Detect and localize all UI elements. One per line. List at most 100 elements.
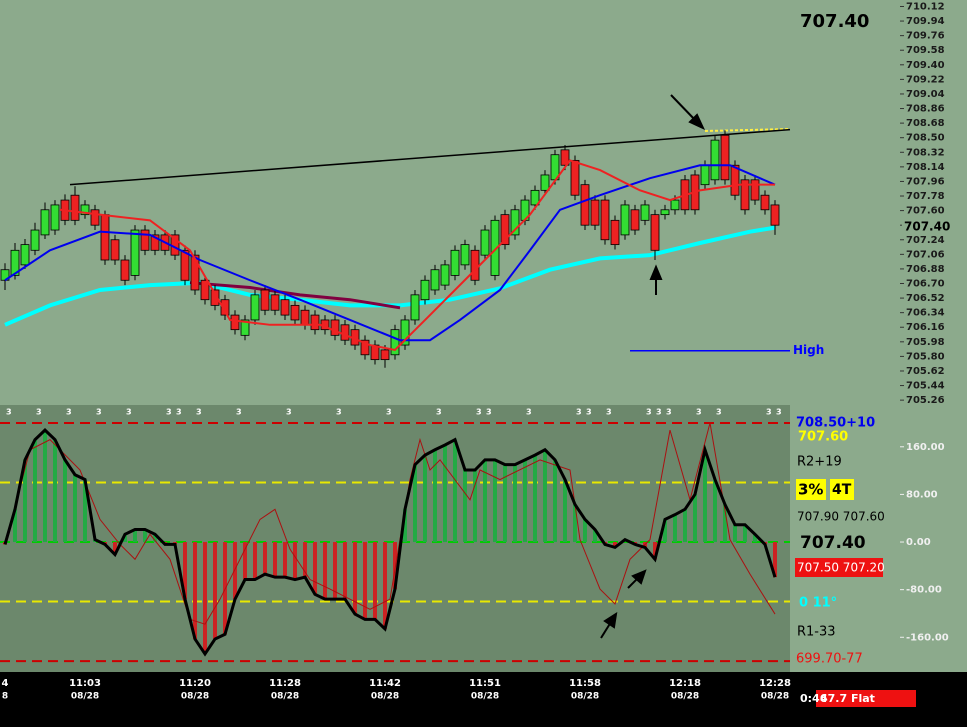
histogram-bar bbox=[673, 514, 677, 543]
y-tick-label: 709.04 bbox=[906, 89, 945, 100]
x-date-label: 08/28 bbox=[71, 692, 99, 702]
x-tick-label: 11:42 bbox=[369, 678, 401, 689]
arrow-head bbox=[603, 611, 618, 629]
histogram-bar bbox=[183, 542, 187, 600]
bar-marker: 3 bbox=[336, 408, 342, 417]
candle-body bbox=[150, 234, 160, 251]
histogram-bar bbox=[423, 455, 427, 543]
histogram-bar bbox=[233, 542, 237, 600]
histogram-bar bbox=[373, 542, 377, 620]
candle-body bbox=[740, 179, 750, 211]
y-tick-label: -160.00 bbox=[906, 632, 949, 643]
candle-body bbox=[710, 139, 720, 181]
histogram-bar bbox=[583, 519, 587, 543]
candle-body bbox=[530, 189, 540, 206]
side-text: 0 11° bbox=[799, 596, 837, 611]
histogram-bar bbox=[353, 542, 357, 615]
histogram-bar bbox=[363, 542, 367, 620]
histogram-bar bbox=[383, 542, 387, 629]
arrow-head bbox=[649, 264, 663, 280]
histogram-bar bbox=[23, 459, 27, 543]
histogram-bar bbox=[273, 542, 277, 578]
candle-body bbox=[540, 174, 550, 191]
bar-marker: 3 bbox=[196, 408, 202, 417]
histogram-bar bbox=[73, 474, 77, 543]
level-label: High bbox=[793, 343, 824, 357]
histogram-bar bbox=[713, 479, 717, 543]
arrow-head bbox=[688, 113, 706, 131]
y-tick-label: 709.94 bbox=[906, 16, 945, 27]
signal-line bbox=[4, 422, 776, 625]
histogram-bar bbox=[143, 529, 147, 543]
candle-body bbox=[40, 209, 50, 236]
bar-marker: 3 bbox=[6, 408, 12, 417]
indicator-line bbox=[4, 164, 776, 342]
candle-body bbox=[590, 199, 600, 226]
candle-body bbox=[730, 164, 740, 196]
bar-marker: 3 bbox=[606, 408, 612, 417]
badge bbox=[830, 479, 854, 500]
bar-marker: 3 bbox=[576, 408, 582, 417]
y-tick-label: 708.32 bbox=[906, 147, 945, 158]
bar-marker: 3 bbox=[586, 408, 592, 417]
histogram-bar bbox=[313, 542, 317, 595]
histogram-bar bbox=[463, 470, 467, 543]
candle-body bbox=[580, 184, 590, 226]
candle-body bbox=[630, 209, 640, 231]
histogram-bar bbox=[283, 542, 287, 578]
candle-body bbox=[100, 214, 110, 261]
histogram-bar bbox=[513, 464, 517, 543]
histogram-bar bbox=[293, 542, 297, 580]
candle-body bbox=[300, 309, 310, 326]
histogram-bar bbox=[243, 542, 247, 580]
x-tick-label: 4 bbox=[2, 678, 9, 689]
candle-body bbox=[570, 159, 580, 196]
candle-body bbox=[440, 264, 450, 286]
histogram-bar bbox=[83, 479, 87, 543]
histogram-bar bbox=[523, 459, 527, 543]
x-date-label: 08/28 bbox=[671, 692, 699, 702]
x-tick-label: 12:18 bbox=[669, 678, 701, 689]
candle-body bbox=[770, 204, 780, 226]
arrow bbox=[670, 94, 698, 123]
resistance-highlight bbox=[704, 128, 791, 132]
indicator-line bbox=[69, 128, 791, 186]
side-text: R1-33 bbox=[797, 625, 836, 640]
histogram-bar bbox=[303, 542, 307, 578]
bar-marker: 3 bbox=[476, 408, 482, 417]
histogram-bar bbox=[773, 542, 777, 578]
candle-body bbox=[250, 294, 260, 321]
y-tick-label: 709.22 bbox=[906, 74, 945, 85]
y-tick-label: 709.40 bbox=[906, 60, 945, 71]
x-date-label: 08/28 bbox=[181, 692, 209, 702]
candle-body bbox=[480, 229, 490, 256]
histogram-bar bbox=[743, 524, 747, 543]
candle-body bbox=[310, 314, 320, 331]
y-tick-label: 706.70 bbox=[906, 279, 945, 290]
candle-body bbox=[110, 239, 120, 261]
histogram-bar bbox=[593, 529, 597, 543]
x-date-label: 08/28 bbox=[471, 692, 499, 702]
y-tick-label: 708.50 bbox=[906, 133, 945, 144]
bar-marker: 3 bbox=[716, 408, 722, 417]
candle-body bbox=[90, 209, 100, 226]
side-text: R2+19 bbox=[797, 455, 842, 470]
y-tick-label: 80.00 bbox=[906, 489, 938, 500]
bar-marker: 3 bbox=[646, 408, 652, 417]
candle-body bbox=[50, 204, 60, 231]
histogram-bar bbox=[573, 504, 577, 543]
y-tick-label: 708.14 bbox=[906, 162, 945, 173]
status-box bbox=[816, 690, 916, 707]
candle-body bbox=[490, 219, 500, 276]
oscillator-line bbox=[3, 428, 777, 657]
candle-body bbox=[760, 194, 770, 211]
candle-body bbox=[650, 214, 660, 251]
y-tick-label: 0.00 bbox=[906, 537, 931, 548]
indicator-line bbox=[189, 281, 401, 310]
bar-marker: 3 bbox=[766, 408, 772, 417]
x-tick-label: 11:03 bbox=[69, 678, 101, 689]
candle-body bbox=[200, 279, 210, 301]
y-tick-label: 710.12 bbox=[906, 1, 945, 12]
candle-body bbox=[10, 249, 20, 276]
